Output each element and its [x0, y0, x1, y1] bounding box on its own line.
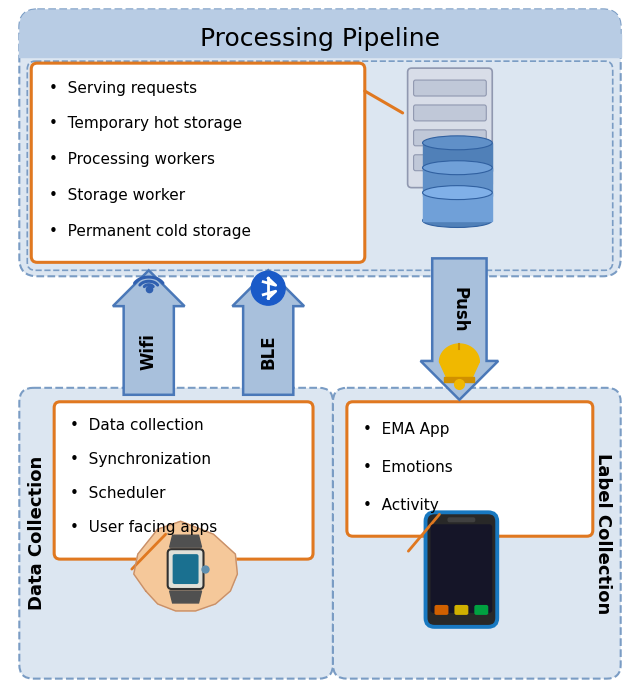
- Text: Push: Push: [451, 288, 468, 333]
- Polygon shape: [444, 377, 474, 382]
- Text: •  Temporary hot storage: • Temporary hot storage: [49, 116, 243, 131]
- Text: •  Processing workers: • Processing workers: [49, 152, 215, 167]
- Text: •  Data collection: • Data collection: [70, 418, 204, 433]
- FancyBboxPatch shape: [19, 10, 621, 57]
- Text: •  EMA App: • EMA App: [363, 422, 449, 437]
- Polygon shape: [113, 270, 184, 395]
- FancyBboxPatch shape: [413, 105, 486, 121]
- Text: BLE: BLE: [259, 334, 277, 369]
- Text: •  User facing apps: • User facing apps: [70, 519, 218, 535]
- FancyBboxPatch shape: [31, 63, 365, 262]
- Text: •  Serving requests: • Serving requests: [49, 80, 197, 96]
- Polygon shape: [134, 522, 237, 611]
- FancyBboxPatch shape: [54, 402, 313, 559]
- FancyBboxPatch shape: [413, 80, 486, 96]
- FancyBboxPatch shape: [19, 388, 333, 678]
- Text: Data Collection: Data Collection: [28, 456, 46, 610]
- Text: •  Synchronization: • Synchronization: [70, 452, 211, 467]
- Polygon shape: [170, 591, 202, 603]
- FancyBboxPatch shape: [474, 605, 488, 615]
- Polygon shape: [440, 344, 479, 362]
- Text: •  Emotions: • Emotions: [363, 460, 452, 475]
- Polygon shape: [422, 143, 492, 171]
- FancyBboxPatch shape: [454, 605, 468, 615]
- FancyBboxPatch shape: [347, 402, 593, 536]
- FancyBboxPatch shape: [19, 10, 621, 277]
- Polygon shape: [474, 170, 484, 180]
- FancyBboxPatch shape: [168, 549, 204, 589]
- Text: •  Permanent cold storage: • Permanent cold storage: [49, 224, 251, 239]
- Polygon shape: [170, 535, 202, 547]
- Ellipse shape: [422, 161, 492, 175]
- FancyBboxPatch shape: [173, 554, 198, 584]
- Ellipse shape: [422, 136, 492, 150]
- FancyBboxPatch shape: [413, 155, 486, 171]
- Text: •  Activity: • Activity: [363, 498, 438, 513]
- Text: Wifi: Wifi: [140, 334, 157, 370]
- FancyBboxPatch shape: [28, 61, 612, 270]
- Polygon shape: [422, 168, 492, 195]
- Polygon shape: [422, 193, 492, 220]
- Text: Label Collection: Label Collection: [594, 453, 612, 614]
- Ellipse shape: [422, 213, 492, 228]
- FancyBboxPatch shape: [333, 388, 621, 678]
- FancyBboxPatch shape: [413, 130, 486, 146]
- Text: Processing Pipeline: Processing Pipeline: [200, 28, 440, 51]
- Polygon shape: [232, 270, 304, 395]
- FancyBboxPatch shape: [426, 513, 497, 627]
- Polygon shape: [420, 259, 498, 400]
- Text: •  Storage worker: • Storage worker: [49, 188, 186, 203]
- Ellipse shape: [422, 186, 492, 200]
- Polygon shape: [19, 34, 621, 57]
- Polygon shape: [440, 362, 479, 377]
- Text: •  Scheduler: • Scheduler: [70, 486, 166, 501]
- Circle shape: [252, 271, 285, 305]
- FancyBboxPatch shape: [408, 68, 492, 188]
- FancyBboxPatch shape: [435, 605, 449, 615]
- FancyBboxPatch shape: [431, 524, 492, 613]
- FancyBboxPatch shape: [447, 517, 476, 522]
